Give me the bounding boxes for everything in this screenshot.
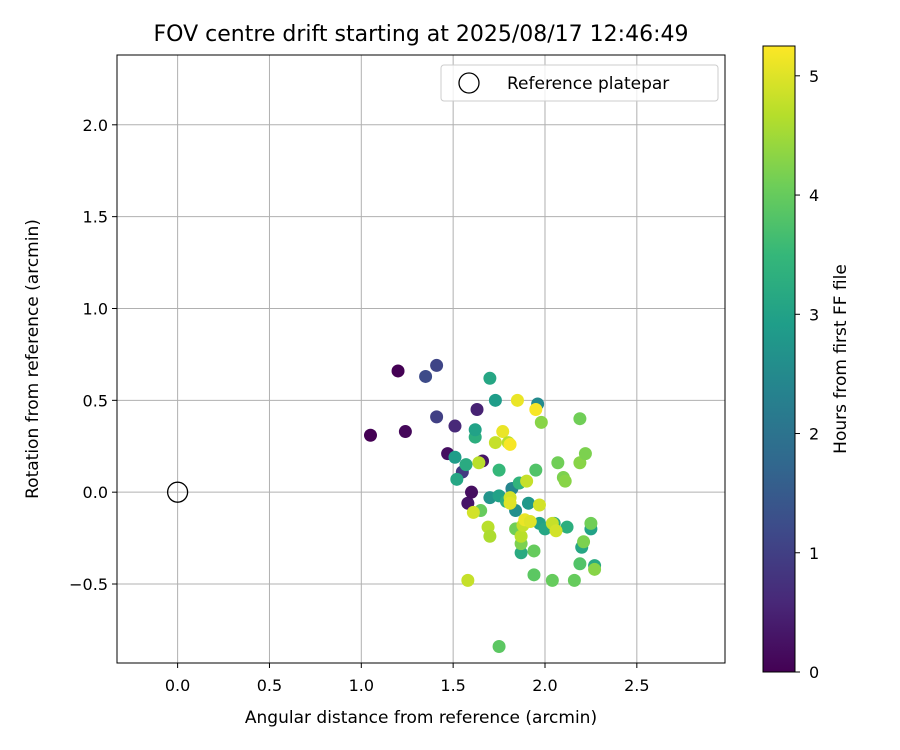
legend-open-circle-icon [458,72,480,94]
scatter-point [510,393,524,407]
scatter-point [430,358,444,372]
scatter-point [503,437,517,451]
data-points [363,358,602,653]
colorbar-tick-label: 4 [809,186,819,205]
scatter-point [523,515,537,529]
x-tick-label: 0.0 [165,676,190,695]
scatter-point [514,546,528,560]
plot-background [117,55,725,663]
scatter-point [448,450,462,464]
scatter-point [577,535,591,549]
scatter-point [567,573,581,587]
colorbar-tick-label: 2 [809,425,819,444]
scatter-point [488,393,502,407]
scatter-point [529,403,543,417]
scatter-point [520,474,534,488]
scatter-point [363,428,377,442]
x-tick-label: 2.5 [624,676,649,695]
chart-title: FOV centre drift starting at 2025/08/17 … [154,22,689,47]
scatter-point [527,568,541,582]
scatter-point [470,403,484,417]
scatter-point [527,544,541,558]
scatter-point [419,369,433,383]
scatter-point [488,436,502,450]
colorbar-tick-label: 3 [809,305,819,324]
colorbar-tick-label: 5 [809,67,819,86]
scatter-point [472,456,486,470]
legend-label: Reference platepar [507,74,669,94]
x-axis-label: Angular distance from reference (arcmin) [245,708,597,728]
scatter-point [549,524,563,538]
scatter-point [496,425,510,439]
scatter-point [468,423,482,437]
y-tick-label: −0.5 [69,575,108,594]
colorbar-tick-label: 0 [809,663,819,682]
y-tick-label: 1.5 [83,208,108,227]
scatter-point [529,463,543,477]
grid-lines [117,55,725,663]
scatter-point [448,419,462,433]
scatter-point [573,412,587,426]
scatter-point [573,557,587,571]
scatter-point [578,447,592,461]
y-tick-label: 0.0 [83,483,108,502]
scatter-point [483,371,497,385]
scatter-point [492,639,506,653]
plot-area: 0.0 0.5 1.0 1.5 2.0 2.5 −0.5 0.0 0.5 1.0 1.5 2.0 [69,54,726,695]
scatter-point [503,496,517,510]
scatter-point [534,415,548,429]
colorbar-ticks: 0 1 2 3 4 5 [795,67,819,682]
x-tick-label: 2.0 [532,676,557,695]
scatter-point [521,496,535,510]
y-tick-label: 1.0 [83,299,108,318]
scatter-point [483,529,497,543]
x-axis-ticks: 0.0 0.5 1.0 1.5 2.0 2.5 [165,663,650,695]
scatter-point [514,529,528,543]
y-axis-ticks: −0.5 0.0 0.5 1.0 1.5 2.0 [69,116,117,594]
y-tick-label: 0.5 [83,391,108,410]
legend: Reference platepar [440,64,719,102]
scatter-point [430,410,444,424]
reference-marker [166,481,189,503]
scatter-point [459,458,473,472]
scatter-point [466,505,480,519]
x-tick-label: 1.5 [440,676,465,695]
colorbar: 0 1 2 3 4 5 Hours from first FF file [762,45,851,682]
scatter-point [398,425,412,439]
colorbar-label: Hours from first FF file [831,264,851,454]
legend-box [440,64,719,102]
scatter-point [551,456,565,470]
y-axis-label: Rotation from reference (arcmin) [23,219,43,499]
scatter-point [492,463,506,477]
colorbar-tick-label: 1 [809,544,819,563]
scatter-point [584,516,598,530]
scatter-point [588,562,602,576]
colorbar-gradient [762,45,796,673]
y-tick-label: 2.0 [83,116,108,135]
scatter-point [558,474,572,488]
scatter-point [532,498,546,512]
x-tick-label: 1.0 [349,676,374,695]
reference-point [166,481,189,503]
scatter-point [560,520,574,534]
scatter-point [545,573,559,587]
scatter-point [465,485,479,499]
plot-frame [116,54,726,664]
scatter-point [391,364,405,378]
x-tick-label: 0.5 [257,676,282,695]
scatter-point [461,573,475,587]
scatter-point [450,472,464,486]
